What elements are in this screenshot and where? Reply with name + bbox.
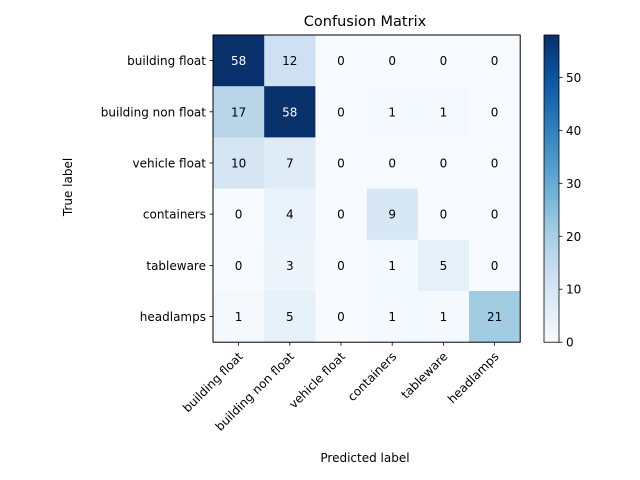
heatmap-cell — [315, 86, 367, 138]
heatmap-cell — [213, 86, 265, 138]
cell-value-label: 4 — [286, 208, 294, 222]
heatmap-cell — [213, 291, 265, 343]
heatmap-cell — [315, 291, 367, 343]
cell-value-label: 0 — [491, 157, 499, 171]
cell-value-label: 21 — [487, 310, 502, 324]
heatmap-cell — [417, 239, 470, 292]
cell-value-label: 0 — [235, 259, 243, 273]
cell-value-label: 0 — [337, 259, 345, 273]
heatmap-cell — [469, 86, 521, 138]
cell-value-label: 0 — [388, 54, 396, 68]
x-axis-title: Predicted label — [320, 451, 409, 465]
cell-value-label: 1 — [440, 105, 448, 119]
heatmap-cell — [469, 291, 521, 343]
heatmap-cell — [469, 239, 521, 292]
colorbar-tick-label: 20 — [566, 230, 581, 244]
cell-value-label: 7 — [286, 157, 294, 171]
colorbar-frame — [543, 34, 560, 343]
cell-value-label: 58 — [231, 54, 246, 68]
cell-value-label: 0 — [235, 208, 243, 222]
colorbar: 0 10 20 30 40 50 — [543, 34, 581, 350]
heatmap-cell — [264, 35, 316, 87]
heatmap-cell — [264, 291, 316, 343]
heatmap-cell — [417, 86, 470, 138]
cell-value-label: 1 — [388, 310, 396, 324]
heatmap-cell — [366, 86, 419, 138]
heatmap-cell — [213, 239, 265, 292]
heatmap-cell — [417, 35, 470, 87]
y-tick-label: vehicle float — [132, 157, 206, 171]
cell-value-label: 0 — [491, 105, 499, 119]
heatmap-cell — [213, 35, 265, 87]
cell-value-label: 3 — [286, 259, 294, 273]
cell-value-label: 0 — [337, 157, 345, 171]
heatmap-cell — [417, 137, 470, 189]
cell-value-label: 0 — [440, 208, 448, 222]
y-axis-title: True label — [61, 158, 75, 217]
cell-value-label: 1 — [388, 259, 396, 273]
cell-value-label: 0 — [337, 208, 345, 222]
chart-title: Confusion Matrix — [304, 14, 427, 30]
heatmap-cell — [213, 137, 265, 189]
cell-value-label: 17 — [231, 105, 246, 119]
heatmap-cell — [366, 291, 419, 343]
colorbar-tick-label: 0 — [566, 336, 574, 350]
heatmap-cell — [315, 137, 367, 189]
x-tick-label: containers — [345, 349, 400, 404]
y-tick-label: headlamps — [140, 310, 206, 324]
heatmap-cell — [264, 188, 316, 241]
cell-value-label: 58 — [282, 105, 297, 119]
cell-value-label: 0 — [440, 54, 448, 68]
cell-value-label: 1 — [235, 310, 243, 324]
cell-value-label: 0 — [440, 157, 448, 171]
cell-value-label: 0 — [388, 157, 396, 171]
cell-value-label: 1 — [440, 310, 448, 324]
heatmap-cell — [366, 188, 419, 241]
heatmap-cell-labels: 58 12 0 0 0 017 58 0 1 1 010 7 0 0 0 00 4 0 9 0 00 3 0 1 5 01 5 0 1 1… — [231, 54, 502, 324]
cell-value-label: 5 — [440, 259, 448, 273]
colorbar-tick-label: 50 — [566, 71, 581, 85]
y-axis-ticks: building float building non float vehicle … — [101, 54, 213, 324]
cell-value-label: 1 — [388, 105, 396, 119]
colorbar-tick-label: 10 — [566, 283, 581, 297]
heatmap-cell — [315, 239, 367, 292]
cell-value-label: 0 — [491, 208, 499, 222]
cell-value-label: 0 — [337, 310, 345, 324]
heatmap-cell — [366, 137, 419, 189]
heatmap-cell — [264, 239, 316, 292]
y-tick-label: tableware — [146, 259, 206, 273]
heatmap-cell — [469, 188, 521, 241]
heatmap-cell — [417, 291, 470, 343]
heatmap-cells — [213, 35, 521, 343]
heatmap-cell — [213, 188, 265, 241]
heatmap-cell — [315, 35, 367, 87]
heatmap-cell — [366, 239, 419, 292]
x-tick-label: headlamps — [445, 349, 502, 406]
cell-value-label: 0 — [337, 105, 345, 119]
x-tick-label: tableware — [398, 349, 450, 401]
y-tick-label: building float — [127, 54, 206, 68]
heatmap-cell — [264, 137, 316, 189]
cell-value-label: 0 — [337, 54, 345, 68]
heatmap-cell — [469, 35, 521, 87]
heatmap-cell — [264, 86, 316, 138]
colorbar-tick-label: 30 — [566, 177, 581, 191]
heatmap-cell — [469, 137, 521, 189]
heatmap-cell — [315, 188, 367, 241]
y-tick-label: containers — [143, 208, 206, 222]
plot-frame — [212, 34, 521, 343]
cell-value-label: 0 — [491, 54, 499, 68]
y-tick-label: building non float — [101, 105, 207, 119]
heatmap-cell — [366, 35, 419, 87]
cell-value-label: 5 — [286, 310, 294, 324]
heatmap-cell — [417, 188, 470, 241]
colorbar-gradient — [544, 35, 559, 343]
colorbar-tick-label: 40 — [566, 124, 581, 138]
cell-value-label: 10 — [231, 157, 246, 171]
cell-value-label: 0 — [491, 259, 499, 273]
cell-value-label: 12 — [282, 54, 297, 68]
cell-value-label: 9 — [388, 208, 396, 222]
